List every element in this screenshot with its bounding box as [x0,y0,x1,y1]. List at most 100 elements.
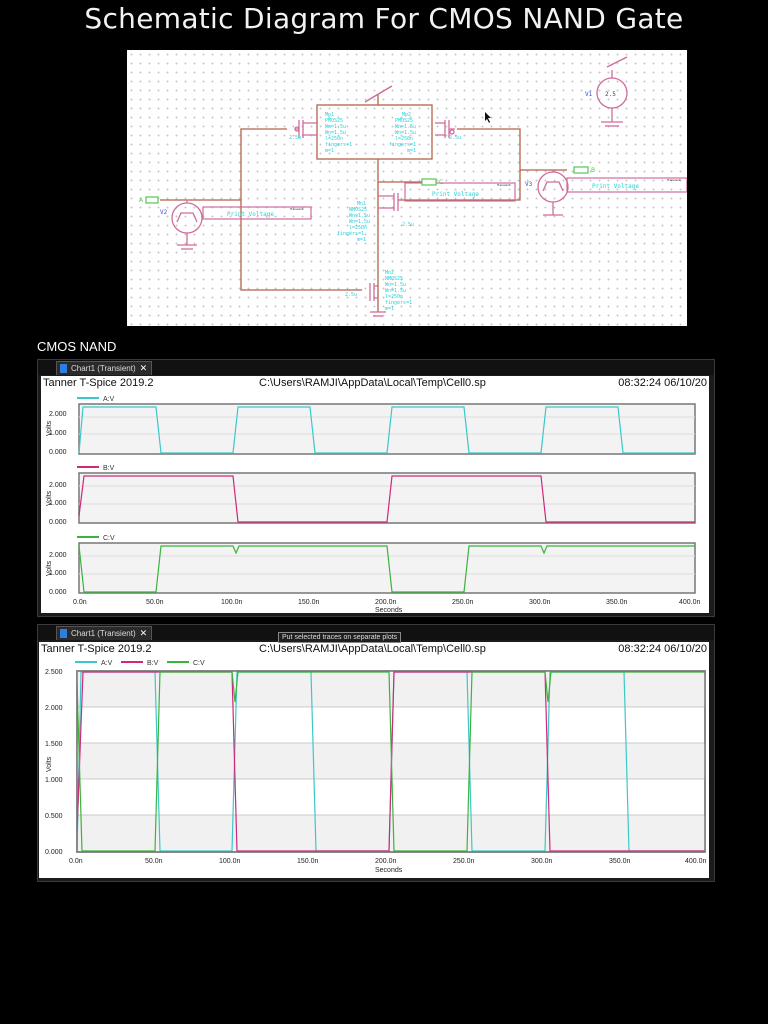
svg-text:V1: V1 [585,91,593,98]
svg-text:Volts: Volts [46,756,53,772]
chart-panel[interactable]: Tanner T-Spice 2019.2 C:\Users\RAMJI\App… [41,376,709,613]
svg-text:l=250n: l=250n [325,136,343,142]
svg-text:2.000: 2.000 [49,552,67,559]
svg-text:V2: V2 [160,209,168,216]
tab-label: Chart1 (Transient) [71,629,136,638]
print-voltage-boxes [202,177,687,220]
file-path: C:\Users\RAMJI\AppData\Local\Temp\Cell0.… [259,377,486,389]
svg-text:Mp1: Mp1 [325,112,334,118]
svg-text:150.0n: 150.0n [298,599,320,606]
voltage-sources [171,70,628,317]
svg-text:m=1: m=1 [357,237,366,243]
svg-text:100.0n: 100.0n [221,599,243,606]
svg-text:0.000: 0.000 [45,849,63,856]
svg-text:2.000: 2.000 [49,482,67,489]
svg-text:50.0n: 50.0n [145,858,163,865]
svg-text:0.500: 0.500 [45,813,63,820]
svg-text:2.000: 2.000 [49,411,67,418]
svg-text:0.0n: 0.0n [69,858,83,865]
svg-text:m=1: m=1 [407,148,416,154]
document-icon [60,629,67,638]
svg-text:50.0n: 50.0n [146,599,164,606]
svg-text:Mn2: Mn2 [385,270,394,276]
y-axis-ticks: 2.500 2.000 1.500 1.000 0.500 0.000 Volts [45,669,63,856]
svg-text:Transient: Transient [666,178,682,182]
file-path: C:\Users\RAMJI\AppData\Local\Temp\Cell0.… [259,643,486,655]
svg-text:2.000: 2.000 [45,705,63,712]
svg-text:m=1: m=1 [325,148,334,154]
svg-text:fingers=1: fingers=1 [325,142,352,148]
svg-text:300.0n: 300.0n [531,858,553,865]
svg-text:Wn=1.5u: Wn=1.5u [325,130,346,136]
vdd-symbols [364,56,628,103]
tab-chart1[interactable]: Chart1 (Transient) ✕ [56,361,153,375]
mouse-cursor-icon [485,112,491,123]
print-voltage-labels: Print Voltage Print Voltage Print Voltag… [227,183,639,218]
svg-text:Print Voltage: Print Voltage [592,183,639,190]
svg-text:C:V: C:V [103,535,115,542]
svg-text:Seconds: Seconds [375,607,403,613]
svg-text:250.0n: 250.0n [453,858,475,865]
svg-text:A:V: A:V [103,396,115,403]
x-axis-ticks: 0.0n 50.0n 100.0n 150.0n 200.0n 250.0n 300.0… [69,858,707,874]
svg-text:100.0n: 100.0n [219,858,241,865]
svg-text:Volts: Volts [46,420,53,436]
svg-text:Transient: Transient [496,183,512,187]
svg-text:300.0n: 300.0n [529,599,551,606]
svg-text:l=250n: l=250n [395,136,413,142]
schematic-drawing: Mp1PMOS25Wn=1.5uWn=1.5ul=250nfingers=1m=… [139,56,687,317]
svg-text:Print Voltage: Print Voltage [432,191,479,198]
svg-text:PMOS25: PMOS25 [325,118,343,124]
svg-text:2.5: 2.5 [605,91,616,98]
svg-text:Print Voltage: Print Voltage [227,211,274,218]
svg-text:V3: V3 [525,181,533,188]
svg-text:0.000: 0.000 [49,589,67,596]
svg-text:1.000: 1.000 [49,500,67,507]
svg-text:A:V: A:V [101,660,113,667]
close-tab-button[interactable]: ✕ [139,628,148,638]
svg-text:2.5u: 2.5u [289,135,301,141]
close-tab-button[interactable]: ✕ [139,363,148,373]
tab-label: Chart1 (Transient) [71,364,136,373]
svg-text:fingers=1: fingers=1 [385,300,412,306]
chart-panel[interactable]: Tanner T-Spice 2019.2 C:\Users\RAMJI\App… [39,642,709,878]
svg-text:C:V: C:V [193,660,205,667]
svg-text:Transient: Transient [289,207,305,211]
svg-text:NMOS25: NMOS25 [385,276,403,282]
svg-text:2.5u: 2.5u [449,135,461,141]
chart-window-separate: Chart1 (Transient) ✕ Tanner T-Spice 2019.… [37,359,715,617]
x-axis-ticks: 0.0n 50.0n 100.0n 150.0n 200.0n 250.0n 300.0… [73,599,701,613]
tab-chart1[interactable]: Chart1 (Transient) ✕ [56,626,153,640]
svg-text:Seconds: Seconds [375,867,403,874]
transistor-labels: Mp1PMOS25Wn=1.5uWn=1.5ul=250nfingers=1m=… [289,112,461,312]
svg-text:Wn=1.5u: Wn=1.5u [385,288,406,294]
subplot-c: C:V 2.000 1.000 0.000 Volts [46,535,696,596]
svg-text:fingers=1: fingers=1 [389,142,416,148]
transistor-symbols [294,120,455,301]
subplot-a: A:V 2.000 1.000 0.000 Volts [46,396,696,456]
svg-text:PMOS25: PMOS25 [395,118,413,124]
section-label: CMOS NAND [37,339,117,354]
plot-area: A:V 2.000 1.000 0.000 Volts B:V 2.000 1.000… [46,396,701,613]
svg-text:200.0n: 200.0n [375,858,397,865]
source-labels: V2 V1 V3 [160,91,593,216]
svg-text:2.5u: 2.5u [402,222,414,228]
page-title: Schematic Diagram For CMOS NAND Gate [84,2,684,35]
svg-text:0.000: 0.000 [49,449,67,456]
subplot-b: B:V 2.000 1.000 0.000 Volts [46,465,696,526]
svg-text:Volts: Volts [46,490,53,506]
tab-bar: Chart1 (Transient) ✕ [38,360,714,375]
svg-text:Volts: Volts [46,560,53,576]
svg-text:A: A [139,197,144,204]
svg-text:350.0n: 350.0n [606,599,628,606]
svg-text:0.0n: 0.0n [73,599,87,606]
svg-text:Wn=1.5u: Wn=1.5u [349,219,370,225]
svg-text:B:V: B:V [147,660,159,667]
svg-text:m=1: m=1 [385,306,394,312]
svg-text:Mp2: Mp2 [402,112,411,118]
timestamp: 08:32:24 06/10/20 [618,377,707,389]
legend: A:V B:V C:V [75,660,205,667]
svg-text:B:V: B:V [103,465,115,472]
app-name: Tanner T-Spice 2019.2 [43,377,154,389]
schematic-canvas[interactable]: Mp1 PMOS25 Wn=1.5u Wn=1.5u l=250n fingers=1 m=… [127,50,687,326]
